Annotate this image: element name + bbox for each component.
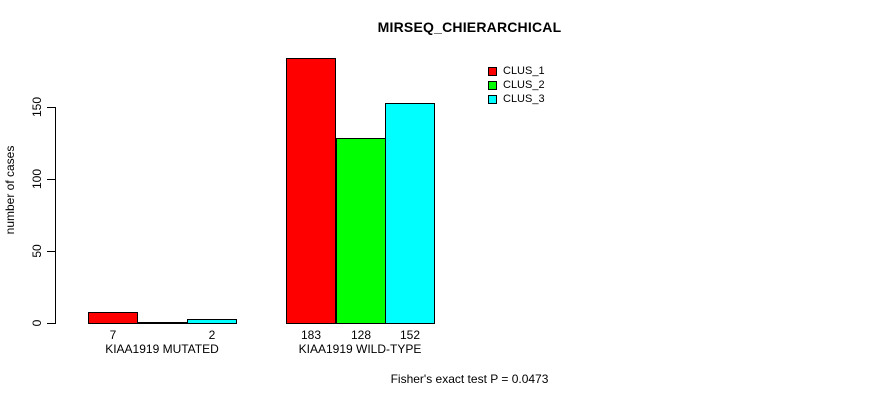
legend-swatch-clus_1 <box>488 66 497 76</box>
legend: CLUS_1 CLUS_2 CLUS_3 <box>488 64 545 106</box>
bar-clus_1-group2 <box>286 58 336 324</box>
bar-value-label-clus_3-group2: 152 <box>399 328 421 342</box>
legend-item-clus_1: CLUS_1 <box>488 64 545 78</box>
y-tick-mark-150 <box>47 107 55 108</box>
x-category-label-2: KIAA1919 WILD-TYPE <box>298 342 422 356</box>
legend-label-clus_1: CLUS_1 <box>503 65 545 77</box>
chart-title: MIRSEQ_CHIERARCHICAL <box>377 19 562 35</box>
bar-value-label-clus_1-group2: 183 <box>300 328 322 342</box>
legend-label-clus_3: CLUS_3 <box>503 93 545 105</box>
legend-label-clus_2: CLUS_2 <box>503 79 545 91</box>
bar-value-label-clus_2-group2: 128 <box>350 328 372 342</box>
x-category-label-1: KIAA1919 MUTATED <box>105 342 219 356</box>
bar-clus_3-group2 <box>385 103 435 324</box>
bar-value-label-clus_1-group1: 7 <box>109 328 117 342</box>
y-tick-label-50: 50 <box>30 244 44 258</box>
y-tick-mark-100 <box>47 179 55 180</box>
legend-item-clus_2: CLUS_2 <box>488 78 545 92</box>
y-axis-title: number of cases <box>3 145 17 235</box>
legend-item-clus_3: CLUS_3 <box>488 92 545 106</box>
legend-swatch-clus_2 <box>488 80 497 90</box>
y-tick-mark-0 <box>47 323 55 324</box>
bar-clus_2-group1 <box>138 322 188 324</box>
bar-clus_3-group1 <box>187 319 237 324</box>
bar-clus_1-group1 <box>88 312 138 324</box>
y-tick-label-100: 100 <box>30 168 44 190</box>
legend-swatch-clus_3 <box>488 94 497 104</box>
pvalue-note: Fisher's exact test P = 0.0473 <box>390 372 549 386</box>
bar-clus_2-group2 <box>336 138 386 324</box>
bar-value-label-clus_3-group1: 2 <box>208 328 216 342</box>
y-tick-label-150: 150 <box>30 96 44 118</box>
y-tick-mark-50 <box>47 251 55 252</box>
y-axis-line <box>55 107 56 324</box>
y-tick-label-0: 0 <box>30 319 44 327</box>
